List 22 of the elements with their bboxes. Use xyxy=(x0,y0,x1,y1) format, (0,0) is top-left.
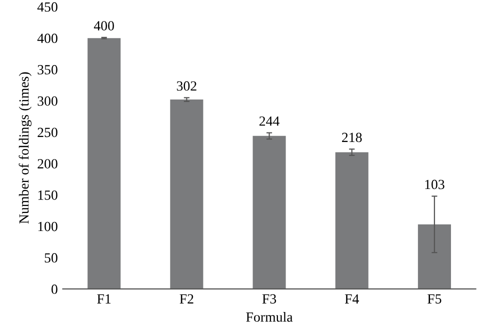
x-tick-label: F5 xyxy=(428,294,442,304)
x-axis-title: Formula xyxy=(246,312,293,322)
y-axis-title: Number of foldings (times) xyxy=(18,72,32,224)
y-tick-label: 50 xyxy=(44,253,58,263)
y-tick-label: 100 xyxy=(38,222,58,232)
y-tick-label: 250 xyxy=(38,128,58,138)
data-label: 400 xyxy=(94,21,114,30)
x-tick-label: F1 xyxy=(97,294,111,304)
x-tick-label: F3 xyxy=(262,294,276,304)
y-tick-label: 400 xyxy=(37,34,58,44)
y-tick-label: 0 xyxy=(52,284,58,294)
y-tick-label: 350 xyxy=(38,65,58,74)
data-label: 218 xyxy=(342,132,362,142)
data-label: 103 xyxy=(425,180,444,190)
y-tick-label: 450 xyxy=(37,2,58,12)
x-tick-label: F4 xyxy=(344,294,359,304)
data-label: 244 xyxy=(259,116,280,126)
x-tick-label: F2 xyxy=(180,294,194,304)
y-tick-label: 200 xyxy=(38,159,58,168)
y-tick-label: 300 xyxy=(38,96,58,106)
y-tick-label: 150 xyxy=(38,190,58,200)
data-label: 302 xyxy=(176,81,196,91)
